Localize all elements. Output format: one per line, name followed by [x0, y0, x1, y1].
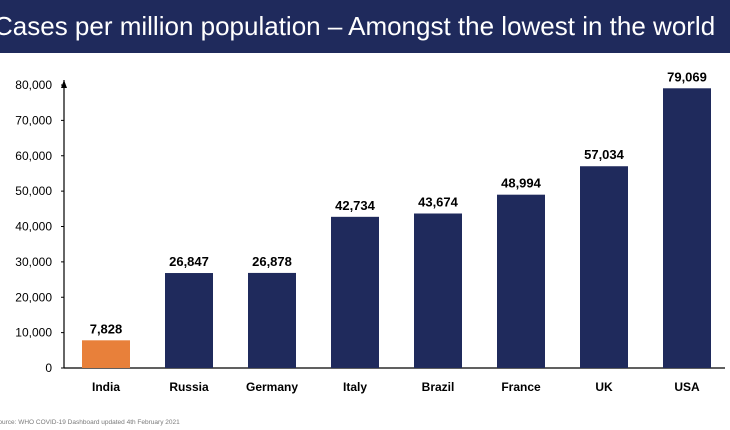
- bar-france: [497, 194, 545, 368]
- y-tick-label: 70,000: [15, 113, 52, 127]
- title-bar: Cases per million population – Amongst t…: [0, 0, 730, 53]
- bar-value-label: 57,034: [584, 147, 625, 162]
- bar-value-label: 26,847: [169, 254, 209, 269]
- y-tick-label: 0: [45, 361, 52, 375]
- bar-value-label: 7,828: [90, 321, 123, 336]
- bar-usa: [663, 88, 711, 369]
- x-category-label: Russia: [169, 380, 209, 394]
- source-note: Source: WHO COVID-19 Dashboard updated 4…: [0, 419, 180, 426]
- x-category-label: USA: [674, 380, 700, 394]
- x-category-label: Brazil: [422, 380, 455, 394]
- y-tick-label: 50,000: [15, 184, 52, 198]
- y-tick-label: 30,000: [15, 255, 52, 269]
- x-category-label: Germany: [246, 380, 298, 394]
- slide-title: Cases per million population – Amongst t…: [0, 11, 716, 41]
- bar-value-label: 26,878: [252, 254, 292, 269]
- y-tick-label: 40,000: [15, 220, 52, 234]
- bar-uk: [580, 166, 628, 368]
- bar-italy: [331, 216, 379, 368]
- y-tick-label: 60,000: [15, 149, 52, 163]
- bar-value-label: 79,069: [667, 69, 707, 84]
- bar-value-label: 48,994: [501, 176, 542, 191]
- bar-value-label: 43,674: [418, 195, 459, 210]
- bar-value-label: 42,734: [335, 198, 376, 213]
- y-tick-label: 20,000: [15, 290, 52, 304]
- x-category-label: UK: [595, 380, 613, 394]
- x-category-label: France: [501, 380, 541, 394]
- bar-brazil: [414, 213, 462, 368]
- y-tick-label: 80,000: [15, 78, 52, 92]
- y-tick-label: 10,000: [15, 326, 52, 340]
- x-category-label: India: [92, 380, 120, 394]
- bar-russia: [165, 273, 213, 368]
- x-category-label: Italy: [343, 380, 367, 394]
- bar-india: [82, 340, 130, 368]
- bar-germany: [248, 272, 296, 368]
- y-axis-arrow: [61, 80, 67, 88]
